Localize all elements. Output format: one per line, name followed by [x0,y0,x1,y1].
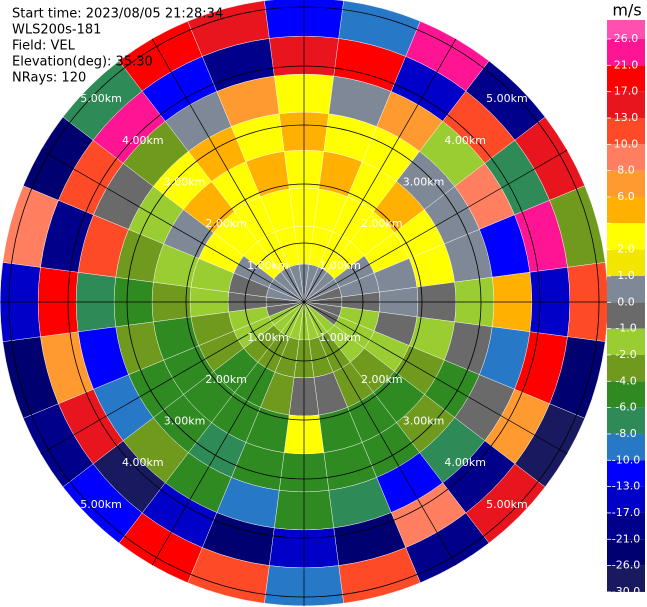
colorbar-segment [607,144,645,171]
range-ring [185,183,423,421]
range-label: 3.00km [164,415,206,428]
colorbar-segment [607,512,645,540]
colorbar-segment [607,170,645,197]
range-label: 2.00km [361,373,403,386]
spoke [151,301,305,566]
range-label: 5.00km [80,92,122,105]
spoke [40,149,305,303]
colorbar-tick-label: 21.0 [614,58,639,71]
range-label: 2.00km [361,217,403,230]
info-line: Field: VEL [12,39,76,54]
colorbar-segment [607,65,645,92]
colorbar-segment [607,20,645,39]
spoke [40,301,305,455]
range-label: 5.00km [486,92,528,105]
colorbar-segment [607,565,645,592]
range-label: 1.00km [247,259,289,272]
range-label: 5.00km [80,498,122,511]
spoke [151,38,305,303]
range-label: 4.00km [444,134,486,147]
colorbar-title: m/s [612,1,641,20]
colorbar-segment [607,407,645,434]
spoke [303,301,457,566]
colorbar-tick-label: -2.0 [615,348,636,361]
info-line: Elevation(deg): 35.30 [12,55,153,70]
colorbar-tick-label: 13.0 [614,111,639,124]
colorbar-tick-label: -30.0 [612,585,640,598]
range-ring [8,6,600,598]
colorbar-segment [607,302,645,329]
range-label: 1.00km [319,331,361,344]
range-label: 1.00km [319,259,361,272]
colorbar-tick-label: 10.0 [614,137,639,150]
colorbar-segment [607,328,645,355]
colorbar-segment [607,223,645,250]
colorbar-segment [607,486,645,513]
spoke [303,301,568,455]
range-overlay: 1.00km 1.00km 1.00km 1.00km 2.00km 2.00km 2.00… [0,0,608,606]
colorbar-segment [607,433,645,461]
range-ring [67,65,541,539]
range-label: 4.00km [122,456,164,469]
range-label: 3.00km [403,415,445,428]
colorbar-segment [607,39,645,66]
range-label: 5.00km [486,498,528,511]
spoke [303,38,457,303]
colorbar-segment [607,91,645,118]
colorbar-tick-label: 0.0 [617,295,635,308]
radar-field [0,0,609,607]
colorbar-tick-label: 2.0 [617,243,635,256]
range-label: 1.00km [247,331,289,344]
range-label: 4.00km [122,134,164,147]
range-label: 2.00km [205,217,247,230]
radar-cell [187,0,270,57]
colorbar-tick-label: -17.0 [612,506,640,519]
range-label: 2.00km [205,373,247,386]
colorbar-tick-label: -21.0 [612,532,640,545]
colorbar-segment [607,249,645,276]
colorbar-tick-label: -4.0 [615,374,636,387]
colorbar-segment [607,354,645,382]
info-line: WLS200s-181 [12,23,101,38]
range-ring [244,242,364,362]
colorbar-tick-label: -1.0 [615,322,636,335]
colorbar-tick-label: -13.0 [612,480,640,493]
range-label: 3.00km [164,175,206,188]
colorbar-tick-label: 8.0 [617,164,635,177]
range-label: 3.00km [403,175,445,188]
colorbar-segment [607,117,645,145]
colorbar: 26.0 21.0 17.0 13.0 10.0 8.0 6.0 2.0 1.0 0.0 -1.0 -… [607,20,645,598]
colorbar-tick-label: -26.0 [612,559,640,572]
colorbar-tick-label: -8.0 [615,427,636,440]
colorbar-tick-label: 1.0 [617,269,635,282]
colorbar-tick-label: -10.0 [612,453,640,466]
colorbar-segment [607,539,645,566]
colorbar-segment [607,460,645,487]
spoke [303,149,568,303]
info-line: NRays: 120 [12,71,86,86]
info-block: Start time: 2023/08/05 21:28:34WLS200s-1… [12,7,223,86]
colorbar-tick-label: -6.0 [615,401,636,414]
colorbar-tick-label: 26.0 [614,32,639,45]
range-label: 4.00km [444,456,486,469]
colorbar-segment [607,196,645,224]
info-line: Start time: 2023/08/05 21:28:34 [12,7,223,22]
colorbar-tick-label: 17.0 [614,85,639,98]
colorbar-segment [607,275,645,303]
range-ring [126,124,482,480]
colorbar-segment [607,381,645,408]
colorbar-tick-label: 6.0 [617,190,635,203]
